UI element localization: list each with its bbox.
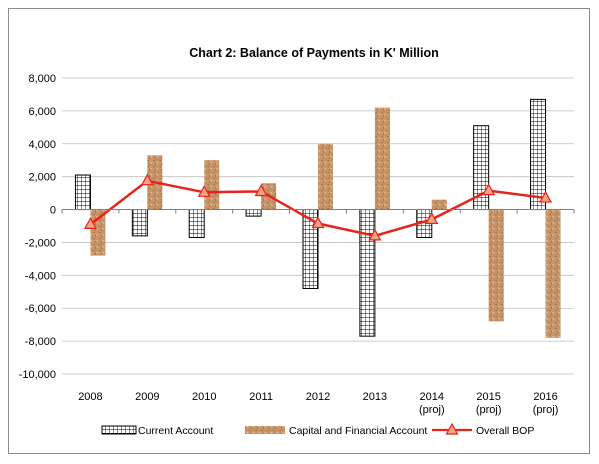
x-tick-label: 2011 xyxy=(249,391,273,403)
x-tick-label: 2013 xyxy=(363,391,387,403)
bop-chart: Chart 2: Balance of Payments in K' Milli… xyxy=(19,46,575,437)
legend-label: Current Account xyxy=(138,425,213,437)
legend-swatch-current-account xyxy=(101,425,137,435)
y-tick-label: 8,000 xyxy=(28,73,56,85)
x-tick-label: (proj) xyxy=(419,404,445,416)
legend-label: Capital and Financial Account xyxy=(289,425,427,437)
x-tick-label: 2012 xyxy=(306,391,330,403)
overall-bop-marker xyxy=(140,173,154,186)
chart-title: Chart 2: Balance of Payments in K' Milli… xyxy=(189,46,439,60)
current-account-bar xyxy=(188,209,205,239)
legend-marker-overall-bop xyxy=(445,422,459,435)
y-tick-label: 6,000 xyxy=(28,106,56,118)
overall-bop-marker xyxy=(311,216,325,229)
capital-financial-account-bar xyxy=(374,107,390,210)
y-tick-label: -8,000 xyxy=(25,336,56,348)
bar-layer xyxy=(74,98,561,338)
legend: Current Account Capital and Financial Acc… xyxy=(101,422,534,437)
line-layer xyxy=(83,173,553,241)
y-tick-label: -10,000 xyxy=(19,369,56,381)
x-tick-label: 2008 xyxy=(78,391,102,403)
capital-financial-account-bar xyxy=(488,209,504,322)
current-account-bar xyxy=(359,209,376,337)
overall-bop-marker xyxy=(425,212,439,225)
y-tick-label: -2,000 xyxy=(25,237,56,249)
current-account-bar xyxy=(131,209,148,237)
x-tick-label: 2016 xyxy=(533,391,557,403)
y-tick-label: -6,000 xyxy=(25,303,56,315)
chart-frame: Chart 2: Balance of Payments in K' Milli… xyxy=(8,8,590,454)
x-tick-label: 2015 xyxy=(476,391,500,403)
x-tick-label: (proj) xyxy=(533,404,559,416)
capital-financial-account-bar xyxy=(90,209,106,256)
x-tick-label: 2010 xyxy=(192,391,216,403)
y-tick-label: 0 xyxy=(50,205,56,217)
capital-financial-account-bar xyxy=(318,143,333,210)
overall-bop-marker xyxy=(197,185,211,197)
current-account-bar xyxy=(530,98,547,211)
x-tick-label: (proj) xyxy=(476,404,502,416)
overall-bop-marker xyxy=(539,190,553,203)
legend-label: Overall BOP xyxy=(476,425,534,437)
y-tick-label: -4,000 xyxy=(25,270,56,282)
current-account-bar xyxy=(245,209,262,217)
y-tick-label: 2,000 xyxy=(28,172,56,184)
x-tick-label: 2009 xyxy=(135,391,159,403)
current-account-bar xyxy=(74,174,91,211)
capital-financial-account-bar xyxy=(545,209,561,338)
legend-swatch-capital-financial-account xyxy=(245,426,285,434)
overall-bop-marker xyxy=(254,184,268,197)
y-tick-label: 4,000 xyxy=(28,139,56,151)
capital-financial-account-bar xyxy=(431,199,447,210)
capital-financial-account-bar xyxy=(204,160,220,210)
axis-layer: -10,000 -8,000 -6,000 -4,000 -2,000 0 2,000 4,0… xyxy=(19,73,575,416)
overall-bop-marker xyxy=(83,217,97,229)
x-tick-label: 2014 xyxy=(420,391,444,403)
overall-bop-marker xyxy=(482,183,496,196)
overall-bop-marker xyxy=(368,228,382,241)
